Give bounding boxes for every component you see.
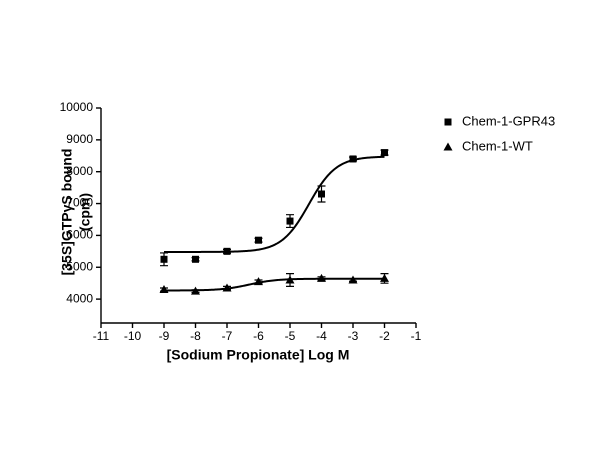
point (285, 275, 295, 284)
fit-curve (164, 277, 385, 292)
x-tick-label: -5 (285, 329, 296, 343)
x-tick-label: -9 (159, 329, 170, 343)
y-tick-label: 7000 (66, 196, 93, 210)
legend-marker (443, 142, 453, 151)
point (222, 283, 232, 292)
y-tick-label: 9000 (66, 132, 93, 146)
x-tick-label: -10 (124, 329, 142, 343)
x-tick-label: -2 (379, 329, 390, 343)
point (286, 217, 294, 225)
point (160, 255, 168, 263)
point (381, 149, 388, 157)
point (254, 277, 263, 286)
x-tick-label: -4 (316, 329, 327, 343)
fit-curve (164, 155, 385, 253)
y-tick-label: 10000 (60, 100, 94, 114)
point (380, 273, 389, 282)
legend-label: Chem-1-GPR43 (462, 113, 555, 128)
y-label-line: (cpm) (77, 193, 93, 231)
x-tick-label: -6 (253, 329, 264, 343)
point (191, 286, 200, 295)
point (223, 247, 231, 255)
x-tick-label: -8 (190, 329, 201, 343)
x-tick-label: -11 (93, 329, 110, 343)
legend-marker (444, 118, 452, 126)
y-tick-label: 6000 (66, 228, 93, 242)
x-tick-label: -1 (411, 329, 422, 343)
y-tick-label: 8000 (66, 164, 93, 178)
y-tick-label: 4000 (66, 291, 93, 305)
y-tick-label: 5000 (66, 259, 93, 273)
x-tick-label: -3 (348, 329, 359, 343)
y-label-line: [35S]GTPγS bound (59, 149, 75, 276)
y-label: [35S]GTPγS bound (cpm) (59, 149, 93, 276)
point (349, 155, 357, 163)
legend-label: Chem-1-WT (462, 138, 533, 153)
x-tick-label: -7 (222, 329, 233, 343)
point (255, 236, 262, 244)
point (318, 190, 325, 198)
point (192, 255, 199, 263)
point (317, 273, 326, 282)
x-label: [Sodium Propionate] Log M (167, 347, 350, 363)
point (159, 285, 169, 294)
point (348, 275, 358, 284)
